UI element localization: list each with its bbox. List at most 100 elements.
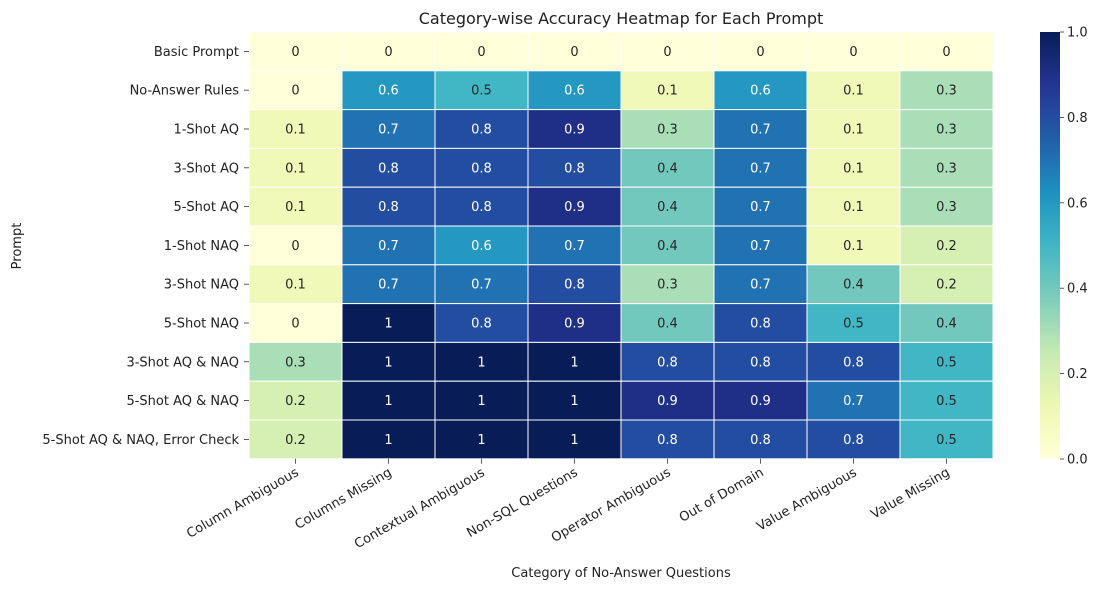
cell-value-label: 0.4 xyxy=(843,278,864,293)
heatmap-cell xyxy=(248,380,343,421)
heatmap-cell xyxy=(248,31,343,72)
heatmap-cell xyxy=(341,341,436,382)
x-axis-title: Category of No-Answer Questions xyxy=(511,566,731,581)
cell-value-label: 0.8 xyxy=(471,161,492,176)
heatmap-cell xyxy=(620,380,715,421)
heatmap-cell xyxy=(527,70,622,111)
cell-value-label: 0.8 xyxy=(657,433,678,448)
heatmap-cell xyxy=(899,225,994,266)
cell-value-label: 0.4 xyxy=(936,317,957,332)
cell-value-label: 0.7 xyxy=(750,161,771,176)
cell-value-label: 0 xyxy=(291,45,299,60)
cell-value-label: 0.5 xyxy=(936,394,957,409)
cell-value-label: 0.9 xyxy=(750,394,771,409)
cell-value-label: 0.4 xyxy=(657,317,678,332)
heatmap-cell xyxy=(620,341,715,382)
cell-value-label: 0.4 xyxy=(657,161,678,176)
heatmap-cell xyxy=(620,419,715,460)
row-label: 5-Shot AQ xyxy=(173,200,239,215)
heatmap-cell xyxy=(434,225,529,266)
cell-value-label: 0.7 xyxy=(378,239,399,254)
cell-value-label: 0.2 xyxy=(285,433,306,448)
heatmap-cell xyxy=(434,341,529,382)
heatmap-cell xyxy=(806,225,901,266)
colorbar-gradient xyxy=(1040,32,1060,459)
cell-value-label: 0.3 xyxy=(657,123,678,138)
cell-value-label: 0.5 xyxy=(471,84,492,99)
heatmap-cell xyxy=(341,31,436,72)
cell-value-label: 1 xyxy=(477,355,485,370)
heatmap-cell xyxy=(899,341,994,382)
heatmap-cell xyxy=(434,109,529,149)
heatmap-cell xyxy=(527,341,622,382)
heatmap-cell xyxy=(341,109,436,149)
cell-value-label: 0.7 xyxy=(750,239,771,254)
heatmap-cell xyxy=(434,147,529,188)
heatmap-cell xyxy=(620,264,715,305)
cell-value-label: 0.7 xyxy=(564,239,585,254)
heatmap-cell xyxy=(620,147,715,188)
cell-value-label: 0 xyxy=(384,45,392,60)
heatmap-cell xyxy=(806,109,901,149)
colorbar-tick-label: 0.6 xyxy=(1067,196,1088,211)
cell-value-label: 0.3 xyxy=(657,278,678,293)
heatmap-cell xyxy=(527,109,622,149)
heatmap-cell xyxy=(620,225,715,266)
heatmap-cell xyxy=(899,419,994,460)
heatmap-cell xyxy=(806,147,901,188)
heatmap-cell xyxy=(341,419,436,460)
cell-value-label: 0.4 xyxy=(657,200,678,215)
cell-value-label: 0.5 xyxy=(843,317,864,332)
cell-value-label: 0.3 xyxy=(936,123,957,138)
cell-value-label: 0.8 xyxy=(564,161,585,176)
row-label: 5-Shot AQ & NAQ xyxy=(126,394,239,409)
cell-value-label: 0.8 xyxy=(843,355,864,370)
row-label: 1-Shot NAQ xyxy=(164,239,239,254)
cell-value-label: 0.7 xyxy=(378,123,399,138)
row-label: 5-Shot AQ & NAQ, Error Check xyxy=(42,433,239,448)
heatmap-cell xyxy=(713,264,808,305)
cell-value-label: 0.8 xyxy=(750,355,771,370)
heatmap-cell xyxy=(434,303,529,343)
cell-value-label: 0 xyxy=(477,45,485,60)
cell-value-label: 1 xyxy=(384,317,392,332)
colorbar-tick-label: 1.0 xyxy=(1067,26,1088,41)
cell-value-label: 0.7 xyxy=(750,200,771,215)
cell-value-label: 0.1 xyxy=(285,278,306,293)
heatmap-cell xyxy=(341,264,436,305)
cell-value-label: 0.2 xyxy=(936,239,957,254)
row-labels: Basic Prompt No-Answer Rules 1-Shot AQ 3-Sh… xyxy=(42,45,249,448)
heatmap-cell xyxy=(806,264,901,305)
cell-value-label: 0.7 xyxy=(750,123,771,138)
cell-value-label: 0.6 xyxy=(750,84,771,99)
column-label: Value Ambiguous xyxy=(754,465,859,534)
cell-value-label: 0.1 xyxy=(843,239,864,254)
cell-value-label: 0.8 xyxy=(843,433,864,448)
row-label: 1-Shot AQ xyxy=(173,123,239,138)
cell-value-label: 0.9 xyxy=(657,394,678,409)
cell-value-label: 0.8 xyxy=(378,200,399,215)
cell-value-label: 0.5 xyxy=(936,355,957,370)
cell-value-label: 0 xyxy=(291,239,299,254)
cell-value-label: 0.8 xyxy=(657,355,678,370)
colorbar: 0.0 0.2 0.4 0.6 0.8 1.0 xyxy=(1040,26,1088,468)
cell-value-label: 0.8 xyxy=(750,317,771,332)
cell-value-label: 0.9 xyxy=(564,200,585,215)
cell-value-label: 0.1 xyxy=(843,123,864,138)
cell-value-label: 0.8 xyxy=(471,317,492,332)
heatmap-cell xyxy=(434,380,529,421)
heatmap-cell xyxy=(341,225,436,266)
cell-value-label: 1 xyxy=(570,433,578,448)
heatmap-cells: 0 0 0 0 0 0 0 0 0 0.6 0.5 0.6 0.1 0.6 0.1 0.3 0.1 0.7 0.8 0… xyxy=(248,31,994,460)
heatmap-cell xyxy=(434,419,529,460)
cell-value-label: 0.7 xyxy=(750,278,771,293)
cell-value-label: 0.9 xyxy=(564,317,585,332)
row-label: Basic Prompt xyxy=(154,45,239,60)
cell-value-label: 0.6 xyxy=(471,239,492,254)
cell-value-label: 0 xyxy=(291,317,299,332)
cell-value-label: 0.5 xyxy=(936,433,957,448)
cell-value-label: 0.6 xyxy=(564,84,585,99)
cell-value-label: 1 xyxy=(477,433,485,448)
cell-value-label: 0.3 xyxy=(936,84,957,99)
